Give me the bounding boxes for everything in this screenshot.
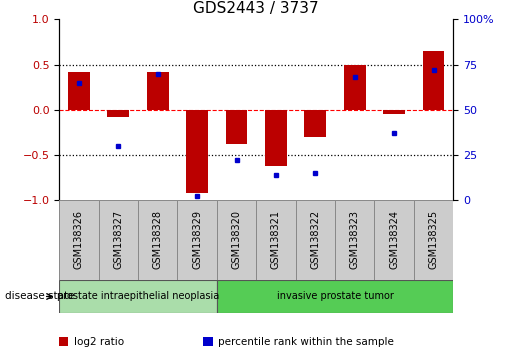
Bar bbox=[383, 110, 405, 114]
Bar bbox=[108, 110, 129, 117]
Bar bbox=[217, 280, 453, 313]
Text: percentile rank within the sample: percentile rank within the sample bbox=[218, 337, 394, 347]
Bar bbox=[59, 280, 217, 313]
Bar bbox=[256, 200, 296, 280]
Text: GSM138324: GSM138324 bbox=[389, 210, 399, 269]
Bar bbox=[99, 200, 138, 280]
Text: GSM138321: GSM138321 bbox=[271, 210, 281, 269]
Bar bbox=[226, 110, 247, 144]
Text: GSM138325: GSM138325 bbox=[428, 210, 438, 269]
Bar bbox=[335, 200, 374, 280]
Text: log2 ratio: log2 ratio bbox=[74, 337, 124, 347]
Text: GSM138328: GSM138328 bbox=[153, 210, 163, 269]
Bar bbox=[186, 110, 208, 193]
Text: GSM138322: GSM138322 bbox=[311, 210, 320, 269]
Bar bbox=[423, 51, 444, 110]
Text: prostate intraepithelial neoplasia: prostate intraepithelial neoplasia bbox=[57, 291, 219, 302]
Bar bbox=[304, 110, 326, 137]
Bar bbox=[59, 200, 99, 280]
Text: GSM138329: GSM138329 bbox=[192, 210, 202, 269]
Bar bbox=[265, 110, 287, 166]
Bar bbox=[147, 72, 168, 110]
Bar bbox=[177, 200, 217, 280]
Bar bbox=[68, 72, 90, 110]
Bar bbox=[374, 200, 414, 280]
Title: GDS2443 / 3737: GDS2443 / 3737 bbox=[194, 0, 319, 16]
Text: disease state: disease state bbox=[5, 291, 75, 302]
Text: GSM138327: GSM138327 bbox=[113, 210, 123, 269]
Bar bbox=[217, 200, 256, 280]
Bar bbox=[138, 200, 177, 280]
Text: GSM138326: GSM138326 bbox=[74, 210, 84, 269]
Bar bbox=[296, 200, 335, 280]
Bar bbox=[344, 64, 366, 110]
Text: invasive prostate tumor: invasive prostate tumor bbox=[277, 291, 393, 302]
Text: GSM138320: GSM138320 bbox=[232, 210, 242, 269]
Bar bbox=[414, 200, 453, 280]
Text: GSM138323: GSM138323 bbox=[350, 210, 359, 269]
